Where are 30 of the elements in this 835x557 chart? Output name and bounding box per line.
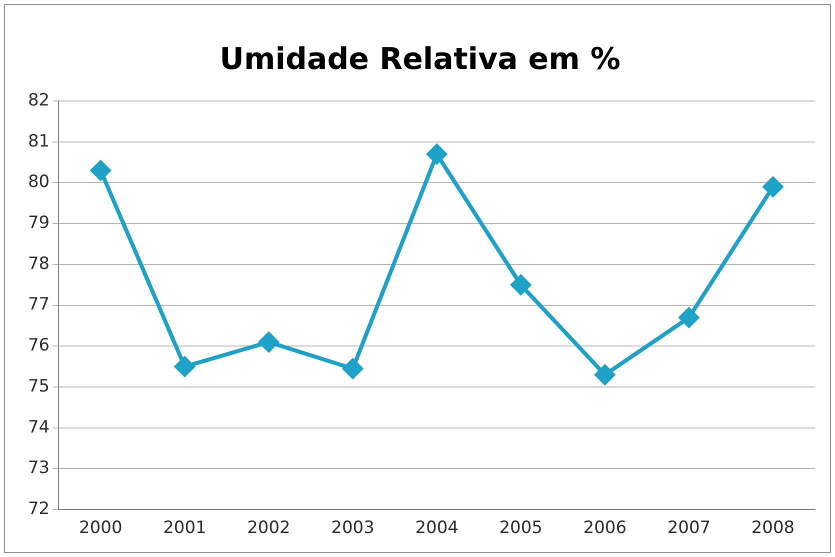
y-tick-label: 78: [28, 254, 50, 274]
point: [510, 274, 531, 295]
y-tick-label: 73: [28, 458, 50, 478]
x-tick-label: 2002: [247, 518, 290, 538]
x-tick-label: 2005: [499, 518, 542, 538]
x-tick-label: 2003: [331, 518, 374, 538]
y-tick-label: 82: [28, 90, 50, 110]
point: [342, 358, 363, 379]
point: [678, 308, 699, 328]
x-tick-label: 2008: [751, 518, 795, 538]
x-tick-label: 2007: [667, 518, 711, 538]
point: [174, 356, 195, 377]
y-tick-label: 80: [28, 172, 50, 192]
y-tick-label: 77: [28, 294, 50, 315]
y-tick-label: 75: [28, 376, 50, 396]
y-tick-label: 76: [28, 336, 50, 356]
point: [762, 176, 783, 197]
y-tick-label: 81: [28, 131, 50, 152]
y-tick-label: 72: [28, 499, 50, 520]
point: [90, 160, 111, 180]
x-tick-label: 2000: [79, 518, 122, 538]
x-tick-label: 2004: [415, 518, 458, 538]
x-tick-label: 2001: [163, 518, 206, 538]
chart-title: Umidade Relativa em %: [220, 42, 620, 77]
x-tick-label: 2006: [583, 518, 627, 538]
point: [594, 364, 615, 385]
point: [258, 332, 279, 352]
y-tick-label: 74: [28, 417, 50, 438]
point: [426, 144, 447, 164]
y-tick-label: 79: [28, 213, 50, 233]
